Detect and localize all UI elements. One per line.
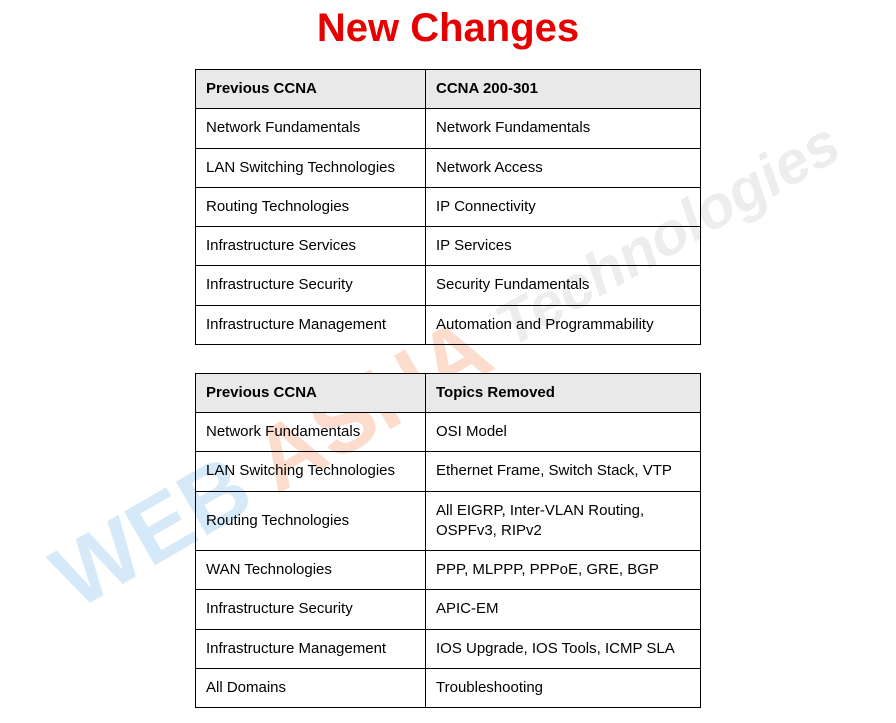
comparison-table: Previous CCNA CCNA 200-301 Network Funda… <box>195 69 701 345</box>
table-cell: Infrastructure Management <box>196 629 426 668</box>
table-header: Previous CCNA <box>196 70 426 109</box>
table-row: Network FundamentalsNetwork Fundamentals <box>196 109 701 148</box>
table-header-row: Previous CCNA CCNA 200-301 <box>196 70 701 109</box>
table-cell: OSI Model <box>426 413 701 452</box>
page-title: New Changes <box>0 6 896 51</box>
table-cell: Network Access <box>426 148 701 187</box>
table-cell: All Domains <box>196 668 426 707</box>
table-cell: Infrastructure Services <box>196 227 426 266</box>
table-row: Infrastructure SecuritySecurity Fundamen… <box>196 266 701 305</box>
table-header: Topics Removed <box>426 373 701 412</box>
table-cell: IOS Upgrade, IOS Tools, ICMP SLA <box>426 629 701 668</box>
table-row: Infrastructure ManagementAutomation and … <box>196 305 701 344</box>
table-row: Infrastructure ServicesIP Services <box>196 227 701 266</box>
table-cell: PPP, MLPPP, PPPoE, GRE, BGP <box>426 551 701 590</box>
table-cell: IP Services <box>426 227 701 266</box>
table-cell: WAN Technologies <box>196 551 426 590</box>
table-cell: Routing Technologies <box>196 187 426 226</box>
table-cell: LAN Switching Technologies <box>196 452 426 491</box>
table-cell: All EIGRP, Inter-VLAN Routing, OSPFv3, R… <box>426 491 701 551</box>
table-cell: Automation and Programmability <box>426 305 701 344</box>
table-cell: Routing Technologies <box>196 491 426 551</box>
table-row: WAN TechnologiesPPP, MLPPP, PPPoE, GRE, … <box>196 551 701 590</box>
table-row: Infrastructure SecurityAPIC-EM <box>196 590 701 629</box>
table-cell: Ethernet Frame, Switch Stack, VTP <box>426 452 701 491</box>
table-row: Routing TechnologiesIP Connectivity <box>196 187 701 226</box>
table-row: Network FundamentalsOSI Model <box>196 413 701 452</box>
table-cell: Network Fundamentals <box>196 109 426 148</box>
table-row: LAN Switching TechnologiesNetwork Access <box>196 148 701 187</box>
removed-topics-table: Previous CCNA Topics Removed Network Fun… <box>195 373 701 708</box>
table-row: LAN Switching TechnologiesEthernet Frame… <box>196 452 701 491</box>
table-cell: Network Fundamentals <box>196 413 426 452</box>
table-header: CCNA 200-301 <box>426 70 701 109</box>
table-cell: Troubleshooting <box>426 668 701 707</box>
table-cell: LAN Switching Technologies <box>196 148 426 187</box>
page: New Changes Previous CCNA CCNA 200-301 N… <box>0 0 896 708</box>
table-header-row: Previous CCNA Topics Removed <box>196 373 701 412</box>
table-cell: Security Fundamentals <box>426 266 701 305</box>
table-cell: Infrastructure Security <box>196 266 426 305</box>
table-cell: Infrastructure Security <box>196 590 426 629</box>
table-row: Routing TechnologiesAll EIGRP, Inter-VLA… <box>196 491 701 551</box>
table-cell: IP Connectivity <box>426 187 701 226</box>
table-cell: APIC-EM <box>426 590 701 629</box>
table-cell: Network Fundamentals <box>426 109 701 148</box>
table-row: All DomainsTroubleshooting <box>196 668 701 707</box>
table-header: Previous CCNA <box>196 373 426 412</box>
table-cell: Infrastructure Management <box>196 305 426 344</box>
table-row: Infrastructure ManagementIOS Upgrade, IO… <box>196 629 701 668</box>
